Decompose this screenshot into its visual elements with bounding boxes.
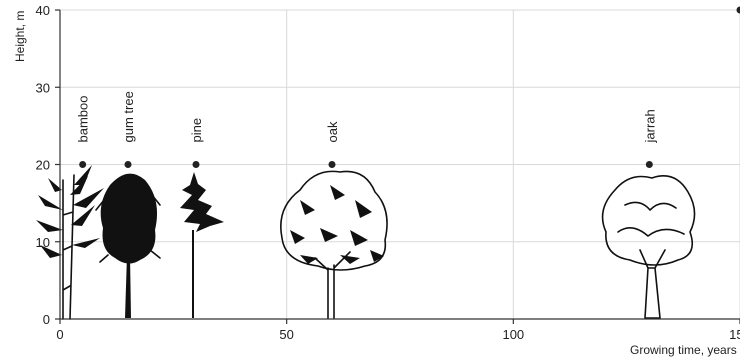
y-tick-label: 10: [36, 235, 50, 250]
x-tick-label: 100: [502, 327, 524, 342]
y-axis-title: Height, m: [13, 11, 27, 62]
data-point: [192, 161, 200, 168]
y-tick-label: 20: [36, 158, 50, 173]
data-point: [328, 161, 336, 168]
axes: 0 10 20 30 40 0 50 100 150: [36, 3, 740, 342]
jarrah-icon: [601, 175, 696, 319]
gum-tree-icon: [95, 173, 161, 318]
point-label: jarrah: [642, 109, 657, 143]
data-points: bamboo gum tree pine oak jarrah: [76, 6, 740, 168]
x-axis-title: Growing time, years: [630, 343, 737, 357]
y-tick-label: 0: [43, 312, 50, 327]
x-tick-label: 50: [279, 327, 293, 342]
data-point: [124, 161, 132, 168]
x-tick-label: 150: [729, 327, 740, 342]
data-point: [79, 161, 87, 168]
pine-icon: [180, 172, 224, 318]
tree-illustrations: [36, 165, 696, 320]
point-label: oak: [325, 121, 340, 142]
point-label: gum tree: [121, 91, 136, 142]
y-tick-label: 40: [36, 3, 50, 18]
grid-lines: [60, 9, 740, 319]
point-label: pine: [189, 118, 204, 143]
bamboo-icon: [36, 165, 104, 320]
point-label: bamboo: [76, 96, 91, 143]
x-tick-label: 0: [56, 327, 63, 342]
oak-icon: [280, 170, 388, 319]
data-point: [736, 6, 740, 14]
data-point: [645, 161, 653, 168]
y-tick-label: 30: [36, 80, 50, 95]
